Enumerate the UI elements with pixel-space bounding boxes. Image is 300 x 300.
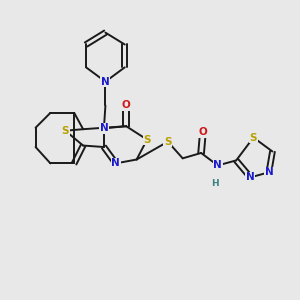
Text: S: S [143,135,151,145]
Text: N: N [111,158,120,168]
Text: S: S [164,137,172,147]
Text: O: O [199,127,207,137]
Text: N: N [100,123,108,133]
Text: S: S [61,126,69,136]
Text: S: S [250,133,257,142]
Text: N: N [213,160,222,170]
Text: H: H [211,179,219,188]
Text: N: N [265,167,273,177]
Text: N: N [246,172,255,182]
Text: N: N [101,76,110,87]
Text: O: O [122,100,130,110]
